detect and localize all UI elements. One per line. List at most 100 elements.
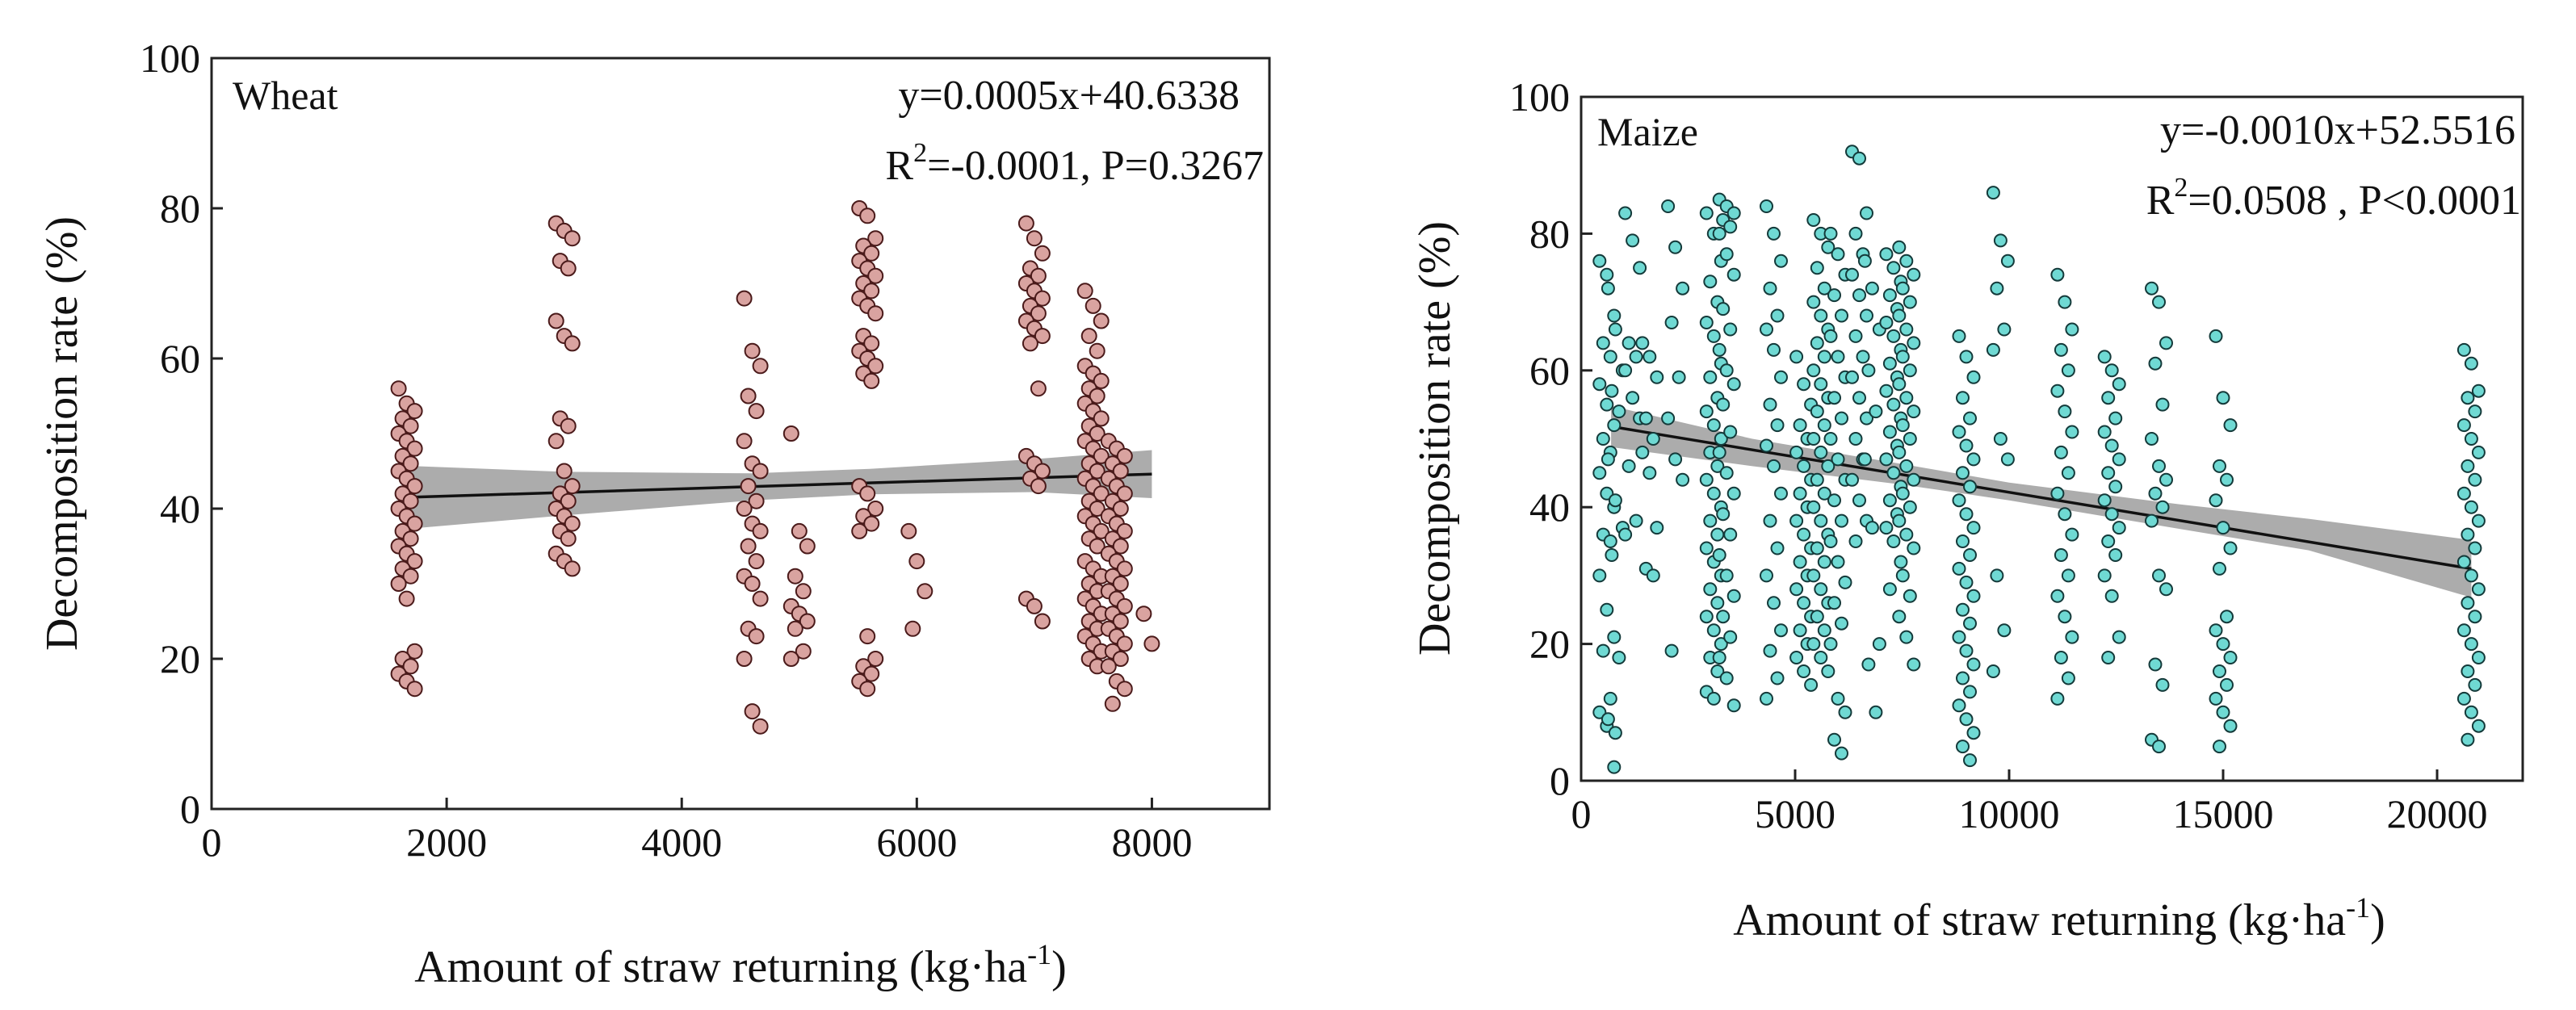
maize-data-point [1886,534,1901,548]
wheat-data-point [1034,328,1051,345]
maize-data-point [1626,391,1640,405]
maize-data-point [1716,610,1731,624]
maize-data-point [1852,288,1866,303]
maize-data-point [2216,705,2230,719]
maize-data-point [2220,472,2234,487]
maize-data-point [1767,342,1781,357]
maize-data-point [1716,507,1731,522]
maize-data-point [1797,527,1811,542]
wheat-data-point [406,643,423,660]
maize-data-point [1879,247,1894,262]
maize-data-point [1612,651,1626,664]
wheat-data-point [1112,501,1129,517]
maize-data-point [2216,521,2230,535]
wheat-x-axis-title-main: Amount of straw returning (kg·ha [414,942,1027,992]
maize-data-point [1814,513,1828,528]
maize-data-point [2050,383,2065,398]
maize-data-point [1810,541,1824,555]
maize-data-point [1903,295,1917,309]
maize-data-point [2456,418,2471,433]
wheat-data-point [752,358,769,375]
maize-data-point [2054,548,2068,562]
wheat-data-point [791,522,808,539]
maize-x-tick-label: 5000 [1755,791,1836,836]
maize-data-point [2054,445,2068,459]
maize-data-point [1997,322,2012,337]
maize-data-point [1810,261,1824,275]
maize-data-point [2468,541,2482,555]
maize-data-point [1817,555,1831,569]
maize-data-point [1882,425,1897,439]
maize-data-point [1852,493,1866,508]
maize-data-point [1952,630,1966,644]
maize-data-point [1668,240,1683,254]
maize-data-point [2152,740,2166,754]
wheat-data-point [402,492,419,509]
maize-data-point [2468,610,2482,624]
maize-data-point [2145,513,2159,528]
maize-data-point [1703,513,1718,528]
maize-data-point [1699,316,1714,329]
maize-data-point [2456,691,2471,706]
maize-data-point [1699,541,1714,555]
maize-data-point [1986,342,2000,357]
wheat-data-point [560,260,577,277]
maize-data-point [1601,712,1615,727]
maize-data-point [1770,541,1785,555]
maize-data-point [2097,493,2112,508]
maize-data-point [1892,377,1907,392]
maize-data-point [1608,493,1622,508]
wheat-data-point [744,703,761,720]
maize-data-point [1710,527,1725,542]
wheat-x-tick-label: 8000 [1111,819,1192,865]
maize-x-tick-label: 15000 [2173,791,2274,836]
maize-data-point [1714,432,1728,446]
wheat-data-point [1104,695,1121,712]
wheat-data-point [863,245,880,262]
maize-data-point [1763,397,1777,412]
maize-data-point [1814,445,1828,459]
maize-x-axis-title-main: Amount of straw returning (kg·ha [1733,895,2346,945]
maize-data-point [2061,363,2075,378]
wheat-data-point [736,433,753,450]
wheat-data-point [1093,522,1110,539]
maize-data-point [1817,418,1831,433]
wheat-data-point [851,522,868,539]
maize-stats-values: =0.0508 , P<0.0001 [2188,178,2521,224]
maize-data-point [1618,206,1633,220]
maize-data-point [1726,377,1741,392]
maize-data-point [1622,336,1636,350]
maize-data-point [1763,513,1777,528]
wheat-data-point [863,515,880,532]
maize-data-point [1719,247,1734,262]
maize-data-point [1638,411,1653,425]
wheat-data-point [863,665,880,682]
wheat-x-tick-label: 4000 [641,819,722,865]
maize-data-point [1726,206,1741,220]
maize-x-axis-title: Amount of straw returning (kg·ha-1) [1733,891,2385,945]
maize-data-point [1712,548,1726,562]
maize-data-point [2471,582,2486,597]
maize-data-point [2101,391,2116,405]
maize-data-point [1857,452,1872,467]
maize-data-point [1907,336,1921,350]
wheat-y-tick-label: 20 [160,636,200,681]
maize-data-point [2471,719,2486,733]
wheat-data-point [1116,522,1133,539]
wheat-data-point [748,553,765,570]
maize-data-point [1760,568,1773,583]
maize-data-point [1592,254,1607,268]
maize-data-point [1823,226,1838,241]
maize-data-point [1797,596,1811,610]
maize-data-point [2065,322,2079,337]
maize-data-point [1774,254,1788,268]
maize-data-point [2213,740,2226,754]
maize-data-point [1699,404,1714,419]
maize-data-point [2471,445,2486,459]
maize-data-point [1882,288,1897,303]
maize-data-point [1966,521,1981,535]
maize-data-point [2456,555,2471,569]
maize-data-point [1882,356,1897,371]
maize-data-point [1789,651,1804,664]
maize-data-point [1664,643,1679,658]
